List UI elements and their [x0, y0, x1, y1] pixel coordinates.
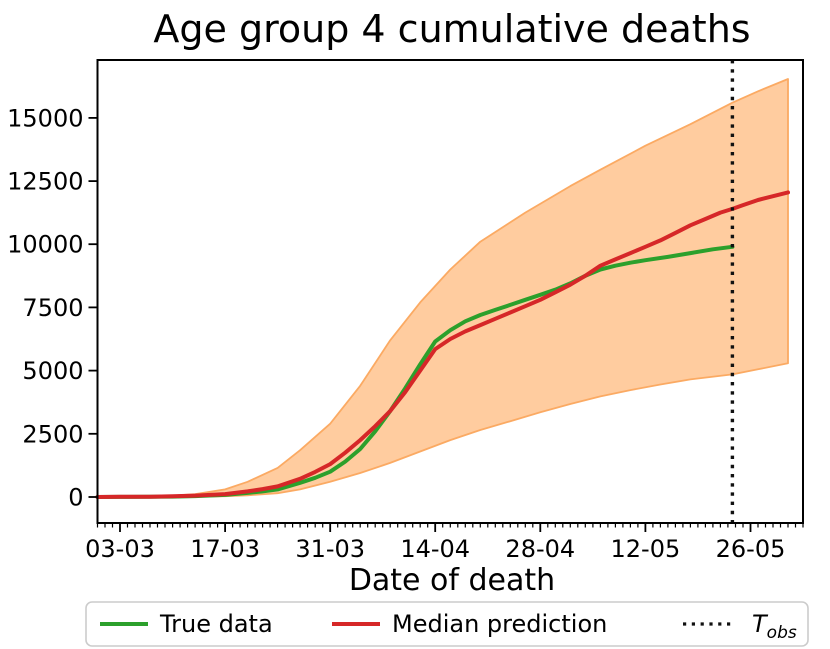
axis-tick-layer: 03-03 17-03 31-03 14-04 28-04 12-05 26-05 0 2500…: [7, 104, 804, 563]
x-axis-label: Date of death: [349, 563, 555, 598]
y-tick-label: 0: [68, 484, 83, 512]
legend: True data Median prediction Tobs: [85, 601, 809, 647]
confidence-band-layer: [96, 78, 789, 498]
confidence-band: [96, 78, 789, 498]
y-tick-label: 2500: [22, 420, 83, 448]
legend-true-data-label: True data: [159, 610, 273, 638]
x-tick-label: 31-03: [295, 535, 365, 563]
x-tick-label: 14-04: [400, 535, 470, 563]
legend-median-prediction-label: Median prediction: [392, 610, 607, 638]
y-tick-label: 7500: [22, 294, 83, 322]
series-layer: [95, 190, 790, 499]
plot-border: [96, 59, 804, 524]
x-tick-label: 17-03: [190, 535, 260, 563]
legend-box: [85, 601, 809, 647]
y-tick-label: 15000: [7, 104, 83, 132]
chart-title: Age group 4 cumulative deaths: [153, 7, 750, 51]
x-tick-label: 28-04: [505, 535, 575, 563]
x-tick-label: 26-05: [716, 535, 786, 563]
y-tick-label: 10000: [7, 231, 83, 259]
legend-t-obs-label: Tobs: [752, 610, 797, 643]
y-tick-label: 12500: [7, 168, 83, 196]
median-prediction-line: [95, 190, 790, 499]
y-tick-label: 5000: [22, 357, 83, 385]
x-tick-label: 12-05: [611, 535, 681, 563]
x-tick-label: 03-03: [85, 535, 155, 563]
